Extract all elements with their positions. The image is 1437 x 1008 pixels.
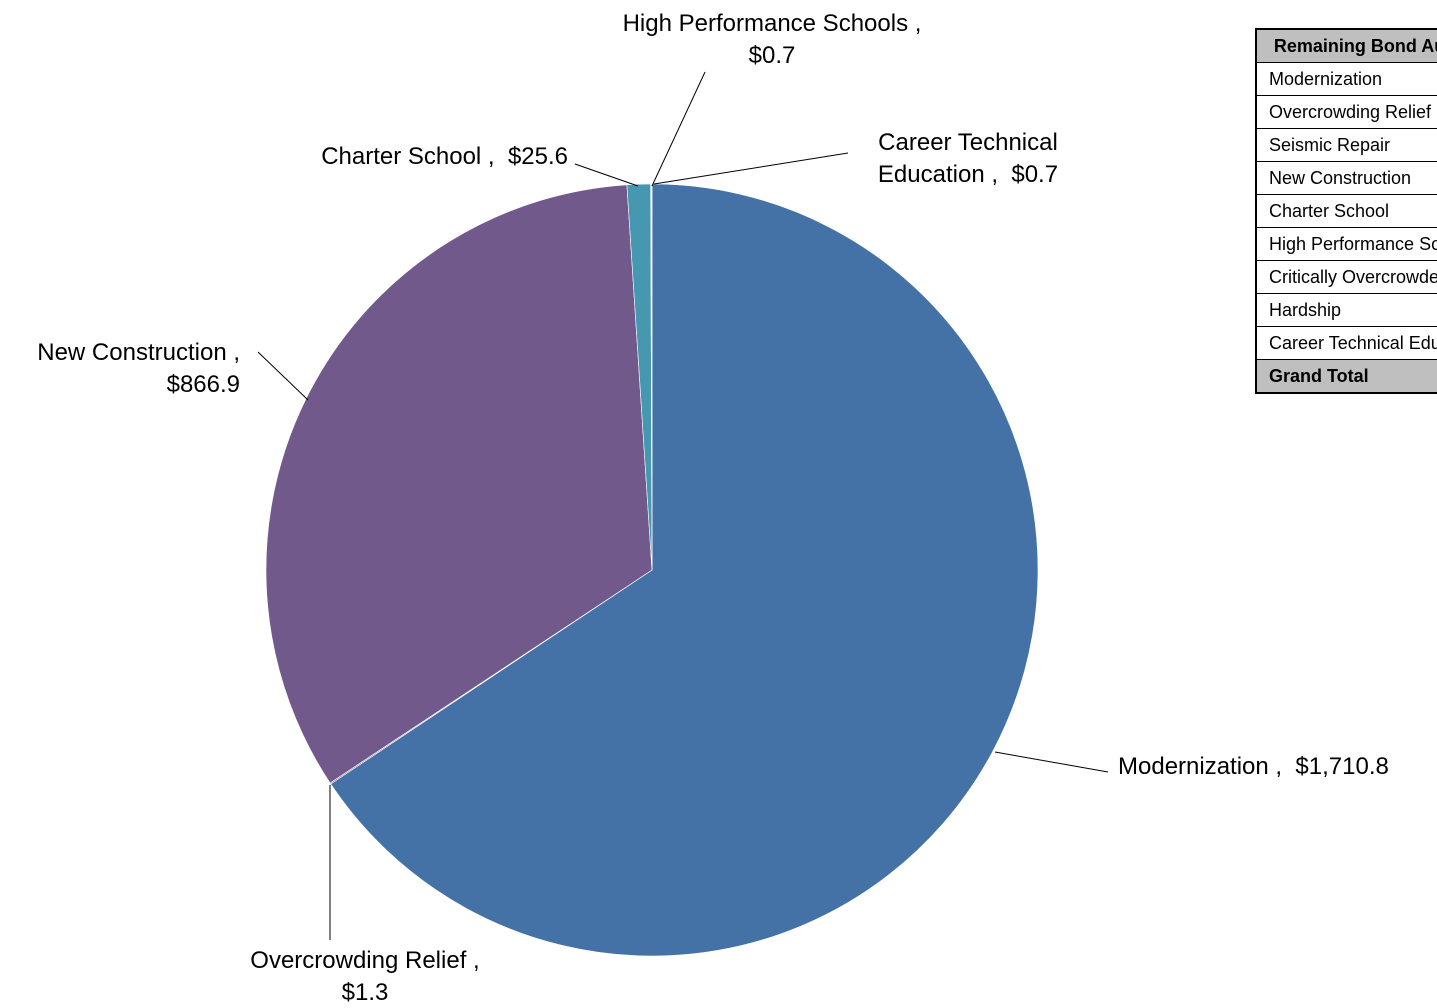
table-row: Charter School [1255, 194, 1437, 228]
table-row-label: New Construction [1255, 161, 1437, 195]
slice-label-modernization: Modernization , $1,710.8 [1118, 753, 1389, 780]
leader-lines [257, 71, 1109, 940]
table-row: High Performance Schools [1255, 227, 1437, 261]
table-total-label: Grand Total [1255, 359, 1437, 394]
table-row: Modernization [1255, 62, 1437, 96]
slice-label-new-construction: New Construction , $866.9 [37, 339, 240, 398]
leader-line-modernization [994, 751, 1109, 773]
table-row: New Construction [1255, 161, 1437, 195]
table-row-label: Overcrowding Relief [1255, 95, 1437, 129]
bond-authority-table: Remaining Bond Authority ModernizationOv… [1255, 28, 1437, 394]
table-row-label: Critically Overcrowded Schools [1255, 260, 1437, 294]
table-row-label: High Performance Schools [1255, 227, 1437, 261]
slice-label-overcrowding-relief: Overcrowding Relief , $1.3 [250, 947, 479, 1006]
leader-line-high-performance-schools [651, 71, 706, 187]
table-row-label: Career Technical Education [1255, 326, 1437, 360]
pie-slice-modernization [330, 183, 1039, 957]
slice-label-charter-school: Charter School , $25.6 [321, 143, 568, 170]
table-row: Career Technical Education [1255, 326, 1437, 360]
table-header: Remaining Bond Authority [1255, 28, 1437, 63]
table-row: Overcrowding Relief [1255, 95, 1437, 129]
table-row: Critically Overcrowded Schools [1255, 260, 1437, 294]
slice-label-high-performance-schools: High Performance Schools , $0.7 [623, 10, 922, 69]
table-row: Seismic Repair [1255, 128, 1437, 162]
leader-line-career-technical-education [653, 152, 849, 185]
table-header-row: Remaining Bond Authority [1255, 28, 1437, 63]
table-row-label: Charter School [1255, 194, 1437, 228]
leader-line-charter-school [574, 163, 639, 187]
pie-slices [265, 183, 1039, 957]
table-row-label: Hardship [1255, 293, 1437, 327]
slice-label-career-technical-education: Career Technical Education , $0.7 [878, 129, 1058, 188]
leader-line-new-construction [257, 351, 309, 401]
table-row-label: Modernization [1255, 62, 1437, 96]
table-total-row: Grand Total [1255, 359, 1437, 394]
slice-labels: Modernization , $1,710.8 Overcrowding Rel… [37, 10, 1389, 1006]
table-row: Hardship [1255, 293, 1437, 327]
table-row-label: Seismic Repair [1255, 128, 1437, 162]
pie-slice-career-technical-education [651, 183, 653, 571]
